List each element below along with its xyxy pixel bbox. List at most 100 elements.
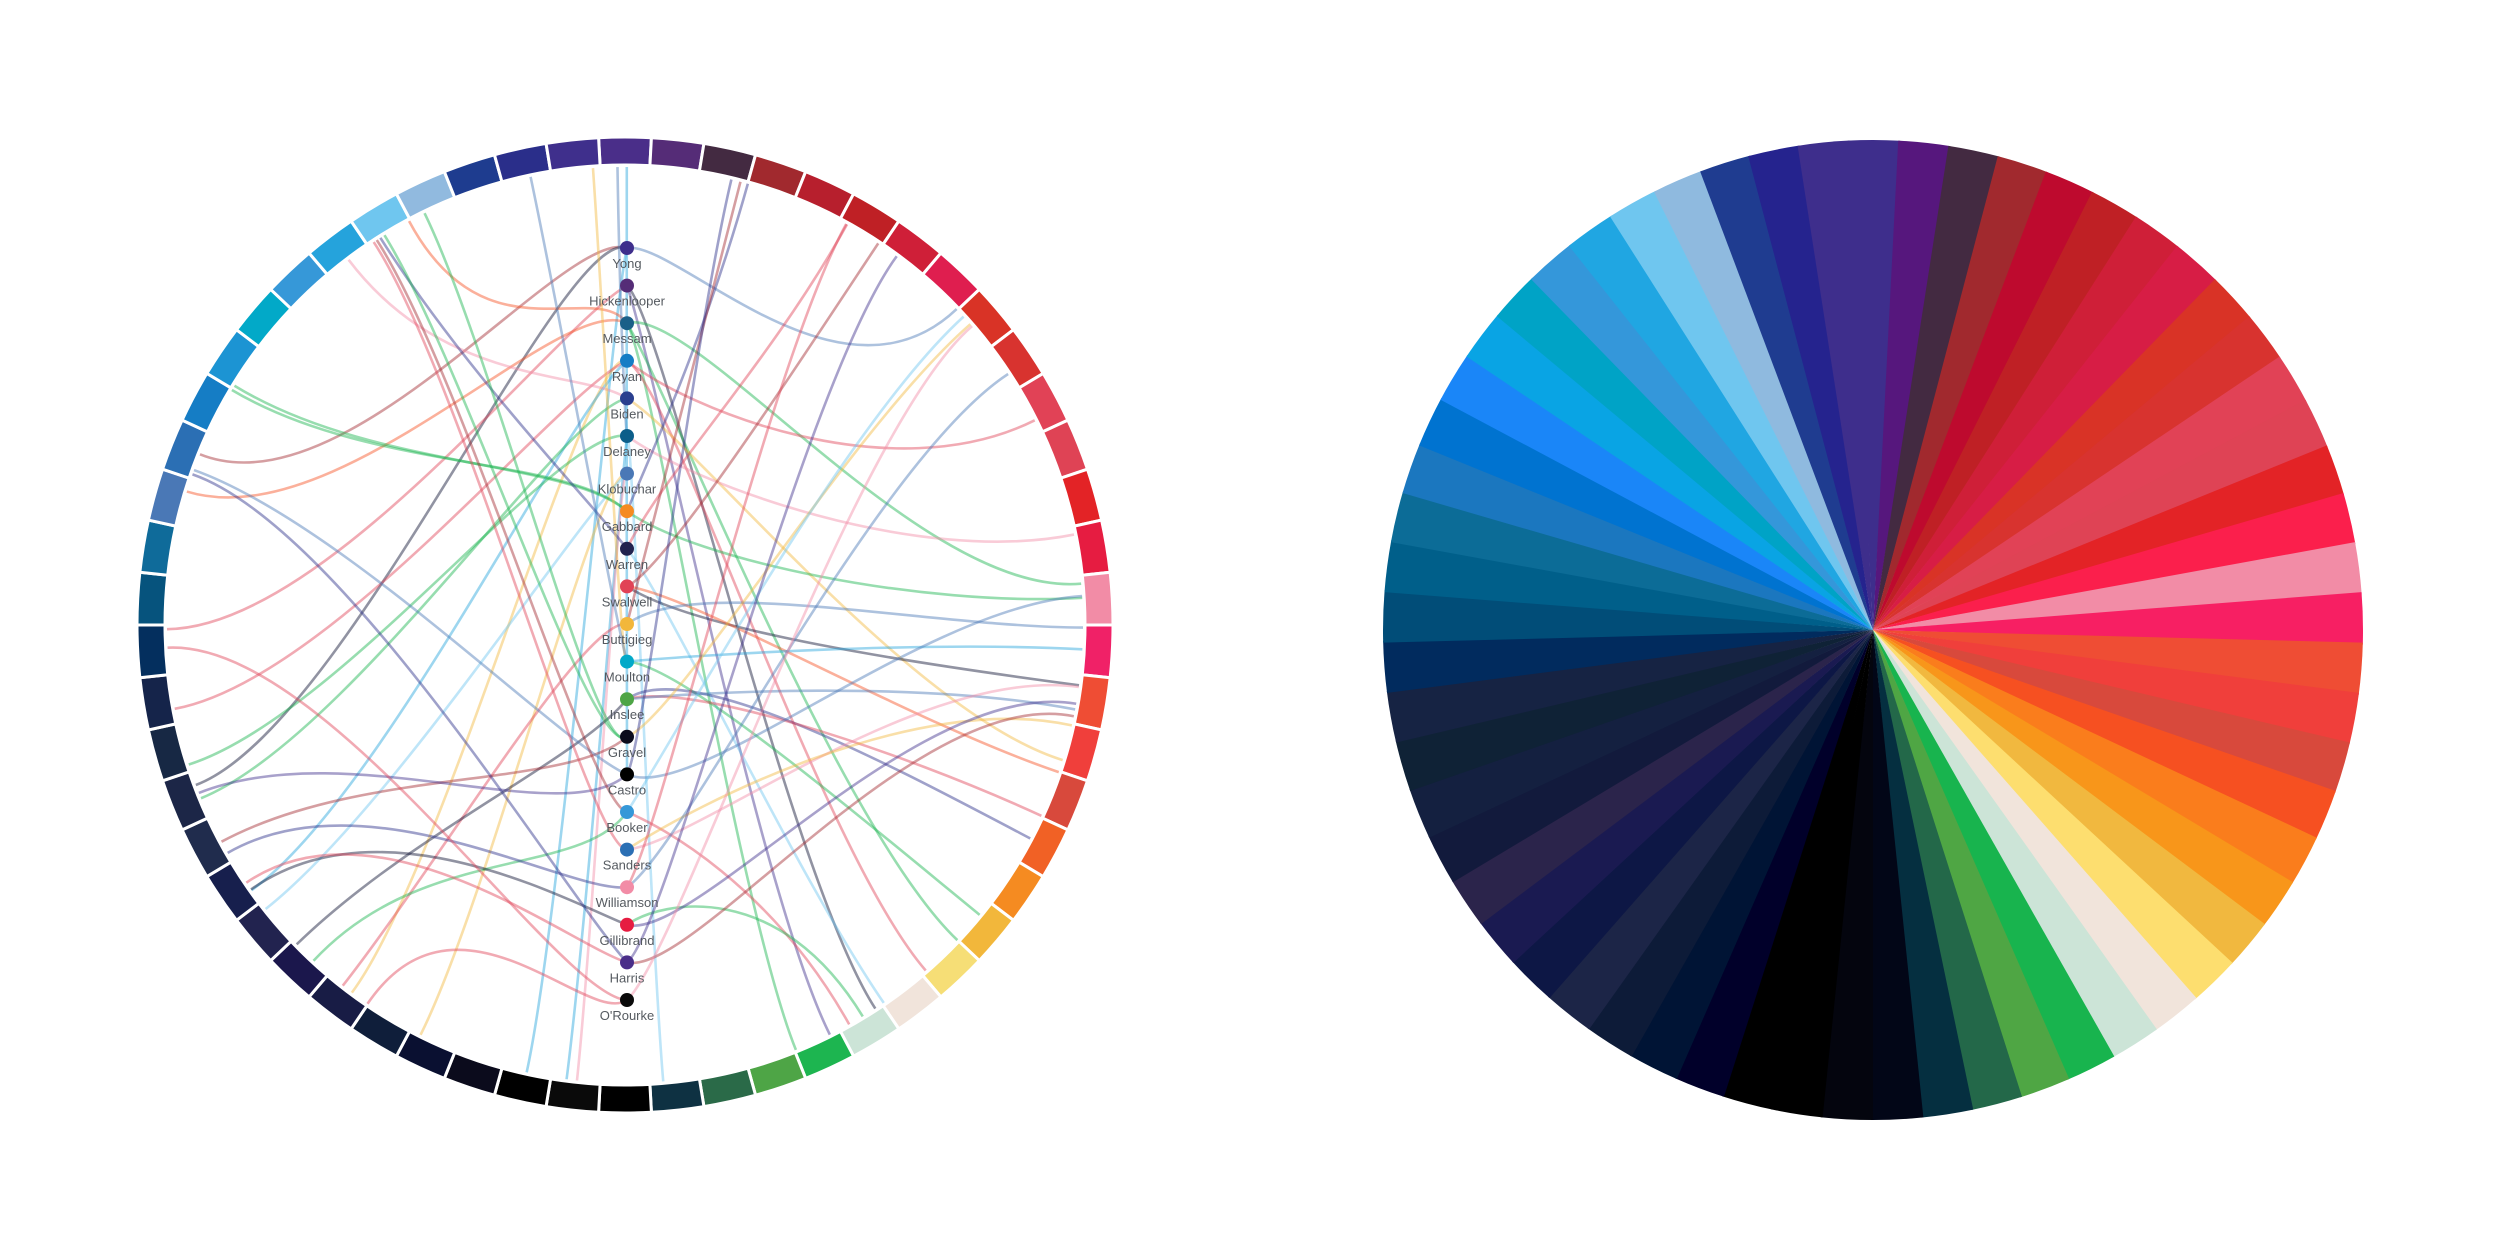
ring-segment bbox=[492, 1066, 553, 1109]
chord-ribbon bbox=[231, 388, 628, 513]
wheel-slice bbox=[1873, 356, 2307, 630]
wheel-slice bbox=[1479, 630, 1873, 963]
chord-ribbon bbox=[625, 181, 742, 625]
candidate-dot bbox=[620, 767, 634, 782]
candidate-dot bbox=[620, 466, 634, 481]
chord-ribbon bbox=[626, 359, 1036, 450]
candidate-label: Moulton bbox=[604, 670, 650, 685]
chord-ribbon bbox=[626, 717, 1073, 851]
chord-ribbon bbox=[195, 246, 628, 787]
chord-ribbon bbox=[350, 359, 628, 994]
chord-ribbon bbox=[383, 234, 628, 740]
candidate-label: Klobuchar bbox=[598, 482, 657, 497]
wheel-slice bbox=[1873, 630, 2294, 926]
candidate-label: Inslee bbox=[610, 707, 645, 722]
chord-ribbon bbox=[626, 689, 1076, 711]
ring-segment bbox=[746, 1050, 808, 1098]
chord-ribbon bbox=[625, 179, 733, 776]
candidate-label: Booker bbox=[606, 820, 648, 835]
wheel-slice bbox=[1873, 216, 2179, 630]
ring-segment bbox=[697, 141, 758, 184]
wheel-slice bbox=[1873, 279, 2251, 630]
chord-ribbon bbox=[575, 471, 629, 1081]
chord-ribbon bbox=[167, 284, 628, 631]
wheel-slice bbox=[1700, 155, 1873, 630]
wheel-slice bbox=[1722, 630, 1873, 1110]
chord-ribbon bbox=[626, 712, 1075, 965]
chord-ribbon bbox=[529, 176, 629, 662]
wheel-slice bbox=[1873, 191, 2138, 630]
chord-ribbon bbox=[379, 237, 629, 550]
chord-ribbon bbox=[626, 434, 1075, 543]
ring-segment bbox=[138, 673, 178, 732]
candidate-dot bbox=[620, 429, 634, 443]
chord-ribbon bbox=[626, 585, 1060, 774]
chord-ribbon bbox=[626, 372, 1009, 889]
chord-ribbon bbox=[295, 698, 629, 946]
ring-segment bbox=[146, 467, 191, 528]
candidate-dot bbox=[620, 316, 634, 331]
wheel-slice bbox=[1587, 630, 1873, 1057]
chord-ribbon bbox=[250, 359, 628, 892]
chord-ribbon bbox=[188, 434, 628, 766]
candidate-dot bbox=[620, 579, 634, 594]
candidate-dot bbox=[620, 617, 634, 631]
candidate-dot bbox=[620, 278, 634, 293]
wheel-slice bbox=[1419, 397, 1873, 630]
wheel-slice bbox=[1383, 590, 1873, 643]
candidate-label: O'Rourke bbox=[600, 1008, 655, 1023]
wheel-slice bbox=[1748, 145, 1873, 630]
chord-ribbon bbox=[341, 622, 628, 987]
ring-segment bbox=[146, 722, 191, 783]
wheel-slice bbox=[1873, 630, 2023, 1111]
candidate-dot bbox=[620, 955, 634, 970]
wheel-slice bbox=[1873, 156, 2048, 630]
ring-segment bbox=[1072, 673, 1112, 732]
candidate-label: Harris bbox=[610, 970, 645, 985]
chord-ribbon bbox=[250, 850, 628, 927]
wheel-slice bbox=[1386, 630, 1873, 743]
wheel-slice bbox=[1512, 630, 1873, 999]
candidate-dot bbox=[620, 917, 634, 932]
wheel-slice bbox=[1873, 171, 2094, 630]
chord-ribbon bbox=[366, 948, 628, 1005]
wheel-slice bbox=[1873, 630, 2336, 840]
chord-ribbon bbox=[626, 255, 898, 964]
candidate-dot bbox=[620, 241, 634, 255]
wheel-slice bbox=[1873, 399, 2328, 630]
ring-segment bbox=[135, 623, 170, 680]
wheel-slice bbox=[1873, 245, 2217, 630]
wheel-slice bbox=[1629, 630, 1873, 1079]
chord-ribbon bbox=[626, 645, 1083, 663]
chord-ribbon bbox=[626, 510, 1083, 601]
candidate-label: Messam bbox=[602, 331, 651, 346]
wheel-slice bbox=[1409, 630, 1873, 838]
chord-ribbon bbox=[167, 646, 628, 1002]
chord-ribbon bbox=[626, 695, 1042, 817]
candidate-dot bbox=[620, 692, 634, 707]
wheel-slice bbox=[1674, 630, 1873, 1097]
candidate-dot bbox=[620, 842, 634, 857]
ring-segment bbox=[597, 135, 653, 168]
wheel-slice bbox=[1797, 140, 1873, 630]
candidate-dot bbox=[620, 504, 634, 519]
wheel-slice bbox=[1873, 630, 2233, 1000]
ring-segment bbox=[135, 570, 170, 627]
chord-ribbon bbox=[626, 601, 1083, 629]
wheel-slice bbox=[1873, 316, 2281, 630]
chord-ribbon bbox=[525, 247, 629, 1073]
wheel-slice bbox=[1653, 170, 1873, 630]
wheel-slice bbox=[1568, 215, 1873, 631]
candidate-dot bbox=[620, 993, 634, 1007]
chord-ribbon bbox=[198, 772, 628, 795]
chord-ribbon bbox=[347, 259, 628, 400]
wheel-slice bbox=[1873, 630, 2070, 1098]
wheel-slice bbox=[1466, 314, 1873, 630]
chord-ribbon bbox=[227, 824, 628, 889]
chord-ribbon bbox=[626, 323, 972, 739]
chord-ribbon bbox=[372, 241, 628, 851]
candidate-dot bbox=[620, 541, 634, 556]
candidate-label: Sanders bbox=[603, 858, 652, 873]
chord-ribbon bbox=[419, 472, 628, 1036]
chord-ribbon bbox=[625, 434, 665, 1082]
